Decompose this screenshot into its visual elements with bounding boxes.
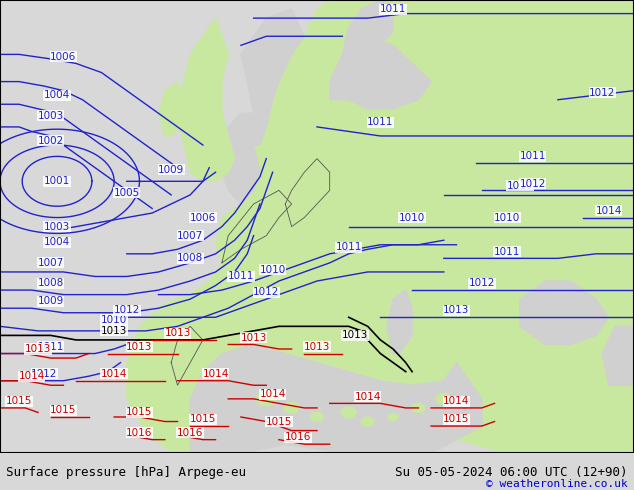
Circle shape — [311, 413, 323, 421]
Text: 1012: 1012 — [519, 178, 546, 189]
Polygon shape — [241, 9, 304, 145]
Text: 1001: 1001 — [44, 176, 70, 186]
Text: 1010: 1010 — [507, 181, 533, 191]
Polygon shape — [127, 0, 634, 453]
Text: 1013: 1013 — [101, 326, 127, 336]
Text: 1005: 1005 — [113, 188, 140, 197]
Text: 1015: 1015 — [126, 408, 153, 417]
Text: 1011: 1011 — [367, 118, 394, 127]
Text: 1015: 1015 — [50, 405, 77, 415]
Text: 1008: 1008 — [177, 253, 204, 263]
Circle shape — [361, 417, 374, 426]
Text: 1004: 1004 — [44, 238, 70, 247]
Text: 1012: 1012 — [113, 305, 140, 316]
Text: 1016: 1016 — [177, 428, 204, 438]
Text: 1013: 1013 — [164, 328, 191, 338]
Text: 1011: 1011 — [519, 151, 546, 161]
Polygon shape — [190, 344, 482, 453]
Text: 1013: 1013 — [25, 344, 51, 354]
Text: 1006: 1006 — [50, 51, 77, 62]
Text: 1012: 1012 — [589, 88, 616, 98]
Text: 1008: 1008 — [37, 278, 64, 288]
Text: 1007: 1007 — [37, 258, 64, 268]
Text: 1006: 1006 — [190, 213, 216, 222]
Text: 1013: 1013 — [443, 305, 470, 316]
Text: © weatheronline.co.uk: © weatheronline.co.uk — [486, 479, 628, 489]
Text: 1011: 1011 — [228, 271, 254, 281]
Text: 1010: 1010 — [494, 213, 521, 222]
Text: 1015: 1015 — [266, 416, 292, 426]
Text: Surface pressure [hPa] Arpege-eu: Surface pressure [hPa] Arpege-eu — [6, 466, 247, 479]
Text: 1014: 1014 — [443, 396, 470, 406]
Text: 1003: 1003 — [37, 111, 64, 121]
Circle shape — [412, 403, 425, 413]
Circle shape — [257, 392, 276, 406]
Text: 1016: 1016 — [285, 432, 311, 442]
Polygon shape — [387, 290, 412, 354]
Text: Su 05-05-2024 06:00 UTC (12+90): Su 05-05-2024 06:00 UTC (12+90) — [395, 466, 628, 479]
Text: 1011: 1011 — [37, 342, 64, 352]
Text: 1014: 1014 — [259, 390, 286, 399]
Text: 1011: 1011 — [335, 242, 362, 252]
Polygon shape — [222, 113, 260, 204]
Text: 1015: 1015 — [443, 414, 470, 424]
Polygon shape — [330, 36, 431, 109]
Text: 1015: 1015 — [190, 414, 216, 424]
Text: 1013: 1013 — [342, 330, 368, 341]
Text: 1014: 1014 — [101, 369, 127, 379]
Polygon shape — [520, 281, 609, 344]
Text: 1010: 1010 — [399, 213, 425, 222]
Text: 1012: 1012 — [31, 369, 58, 379]
Polygon shape — [158, 82, 184, 136]
Polygon shape — [342, 0, 393, 54]
Text: 1013: 1013 — [126, 342, 153, 352]
Text: 1016: 1016 — [126, 428, 153, 438]
Circle shape — [436, 393, 451, 404]
Text: 1004: 1004 — [44, 90, 70, 100]
Text: 1012: 1012 — [469, 278, 495, 288]
Text: 1011: 1011 — [380, 4, 406, 14]
Text: 1013: 1013 — [240, 333, 267, 343]
Text: 1010: 1010 — [101, 315, 127, 324]
Text: 1014: 1014 — [202, 369, 229, 379]
Text: 1010: 1010 — [259, 265, 286, 275]
Text: 1009: 1009 — [37, 296, 64, 306]
Text: 1014: 1014 — [595, 206, 622, 216]
Text: 1002: 1002 — [37, 136, 64, 146]
Text: 1013: 1013 — [304, 342, 330, 352]
Circle shape — [284, 402, 299, 414]
Text: 1003: 1003 — [44, 221, 70, 232]
Text: 1009: 1009 — [158, 165, 184, 175]
Circle shape — [341, 407, 356, 418]
Text: 1011: 1011 — [494, 246, 521, 257]
Polygon shape — [602, 326, 634, 385]
Text: 1012: 1012 — [253, 287, 280, 297]
Polygon shape — [178, 18, 235, 181]
Text: 1015: 1015 — [6, 396, 32, 406]
Circle shape — [388, 414, 398, 420]
Text: 1014: 1014 — [354, 392, 381, 402]
Text: 1014: 1014 — [18, 371, 45, 381]
Text: 1007: 1007 — [177, 231, 204, 241]
